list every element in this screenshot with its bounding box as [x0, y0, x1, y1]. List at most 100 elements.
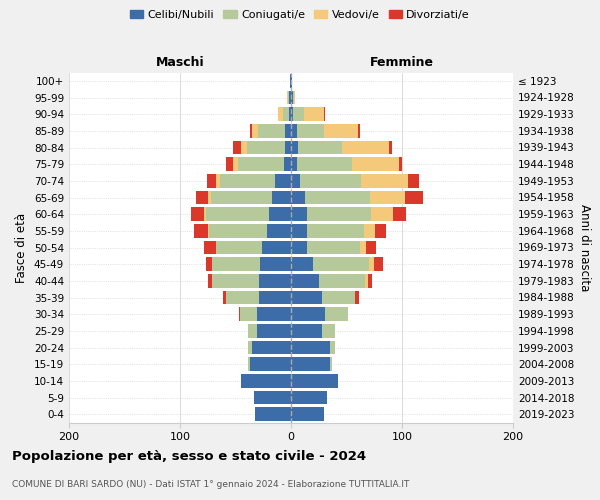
- Bar: [208, 190, 211, 204]
- Bar: [364, 224, 376, 237]
- Bar: [291, 108, 293, 121]
- Bar: [376, 224, 386, 237]
- Bar: [291, 140, 298, 154]
- Bar: [238, 158, 284, 171]
- Bar: [293, 90, 295, 104]
- Bar: [208, 224, 209, 237]
- Bar: [305, 190, 370, 204]
- Bar: [286, 124, 291, 138]
- Bar: [361, 174, 407, 188]
- Text: Maschi: Maschi: [155, 56, 205, 69]
- Bar: [212, 274, 259, 287]
- Bar: [322, 290, 355, 304]
- Bar: [291, 358, 330, 371]
- Bar: [258, 124, 286, 138]
- Bar: [212, 258, 260, 271]
- Bar: [307, 240, 360, 254]
- Bar: [325, 124, 358, 138]
- Bar: [289, 90, 291, 104]
- Bar: [248, 340, 252, 354]
- Bar: [368, 258, 374, 271]
- Bar: [206, 174, 215, 188]
- Bar: [325, 308, 347, 321]
- Bar: [293, 108, 304, 121]
- Bar: [252, 340, 291, 354]
- Bar: [241, 140, 247, 154]
- Bar: [215, 174, 220, 188]
- Bar: [291, 390, 326, 404]
- Bar: [283, 108, 289, 121]
- Bar: [291, 158, 296, 171]
- Bar: [252, 124, 258, 138]
- Bar: [262, 240, 291, 254]
- Bar: [257, 324, 291, 338]
- Bar: [278, 108, 283, 121]
- Bar: [220, 174, 275, 188]
- Bar: [272, 190, 291, 204]
- Bar: [233, 140, 241, 154]
- Bar: [284, 158, 291, 171]
- Bar: [215, 240, 262, 254]
- Bar: [393, 208, 406, 221]
- Bar: [205, 208, 206, 221]
- Bar: [196, 190, 208, 204]
- Bar: [296, 124, 325, 138]
- Bar: [319, 274, 365, 287]
- Bar: [291, 340, 330, 354]
- Bar: [322, 324, 335, 338]
- Bar: [407, 174, 419, 188]
- Bar: [360, 240, 367, 254]
- Text: COMUNE DI BARI SARDO (NU) - Dati ISTAT 1° gennaio 2024 - Elaborazione TUTTITALIA: COMUNE DI BARI SARDO (NU) - Dati ISTAT 1…: [12, 480, 409, 489]
- Bar: [269, 208, 291, 221]
- Bar: [223, 290, 226, 304]
- Bar: [211, 190, 272, 204]
- Bar: [250, 358, 291, 371]
- Legend: Celibi/Nubili, Coniugati/e, Vedovi/e, Divorziati/e: Celibi/Nubili, Coniugati/e, Vedovi/e, Di…: [125, 6, 475, 25]
- Bar: [368, 274, 372, 287]
- Bar: [257, 308, 291, 321]
- Bar: [259, 274, 291, 287]
- Bar: [291, 74, 292, 88]
- Bar: [371, 208, 393, 221]
- Text: Femmine: Femmine: [370, 56, 434, 69]
- Bar: [248, 358, 250, 371]
- Bar: [286, 140, 291, 154]
- Bar: [370, 190, 406, 204]
- Bar: [374, 258, 383, 271]
- Bar: [291, 274, 319, 287]
- Y-axis label: Anni di nascita: Anni di nascita: [578, 204, 591, 291]
- Bar: [233, 158, 238, 171]
- Bar: [208, 274, 212, 287]
- Bar: [256, 408, 291, 421]
- Bar: [260, 258, 291, 271]
- Bar: [291, 258, 313, 271]
- Bar: [206, 258, 212, 271]
- Bar: [209, 224, 266, 237]
- Bar: [313, 258, 368, 271]
- Bar: [226, 158, 233, 171]
- Bar: [247, 140, 286, 154]
- Bar: [266, 224, 291, 237]
- Bar: [398, 158, 402, 171]
- Bar: [298, 140, 342, 154]
- Bar: [291, 174, 300, 188]
- Bar: [367, 240, 376, 254]
- Bar: [226, 290, 259, 304]
- Bar: [406, 190, 423, 204]
- Bar: [291, 208, 307, 221]
- Bar: [289, 108, 291, 121]
- Bar: [358, 124, 360, 138]
- Bar: [290, 74, 291, 88]
- Y-axis label: Fasce di età: Fasce di età: [16, 212, 28, 282]
- Bar: [296, 158, 352, 171]
- Bar: [307, 208, 371, 221]
- Bar: [248, 324, 257, 338]
- Bar: [330, 340, 335, 354]
- Bar: [291, 324, 322, 338]
- Bar: [291, 290, 322, 304]
- Bar: [287, 90, 289, 104]
- Bar: [259, 290, 291, 304]
- Bar: [291, 124, 296, 138]
- Bar: [389, 140, 392, 154]
- Text: Popolazione per età, sesso e stato civile - 2024: Popolazione per età, sesso e stato civil…: [12, 450, 366, 463]
